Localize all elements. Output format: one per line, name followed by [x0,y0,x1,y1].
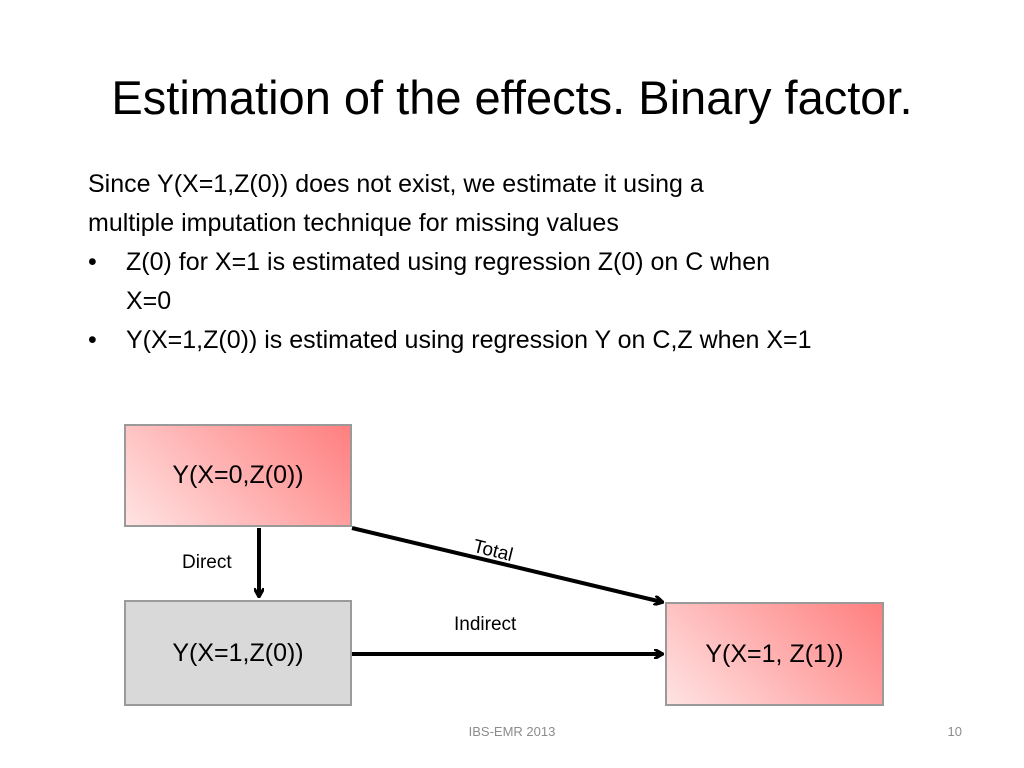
intro-line-1: Since Y(X=1,Z(0)) does not exist, we est… [88,170,704,198]
slide-title: Estimation of the effects. Binary factor… [111,71,913,124]
node-y-x1-z1: Y(X=1, Z(1)) [665,602,884,706]
bullet-list: • Z(0) for X=1 is estimated using regres… [88,243,968,360]
bullet-line: Y(X=1,Z(0)) is estimated using regressio… [126,326,812,354]
edge-label-direct: Direct [182,552,232,573]
bullet-item: • Z(0) for X=1 is estimated using regres… [88,243,968,321]
total-arrow [351,526,662,602]
node-y-x0-z0: Y(X=0,Z(0)) [124,424,352,527]
slide-body: Since Y(X=1,Z(0)) does not exist, we est… [88,165,968,360]
edge-label-indirect: Indirect [454,614,517,635]
bullet-line: Z(0) for X=1 is estimated using regressi… [126,248,771,276]
bullet-item: • Y(X=1,Z(0)) is estimated using regress… [88,321,968,360]
node-y-x1-z0: Y(X=1,Z(0)) [124,600,352,706]
bullet-line: X=0 [126,287,172,315]
slide-number: 10 [947,724,962,739]
bullet-marker: • [88,326,97,354]
bullet-marker: • [88,248,97,276]
intro-line-2: multiple imputation technique for missin… [88,209,619,237]
footer-text: IBS-EMR 2013 [468,724,556,739]
